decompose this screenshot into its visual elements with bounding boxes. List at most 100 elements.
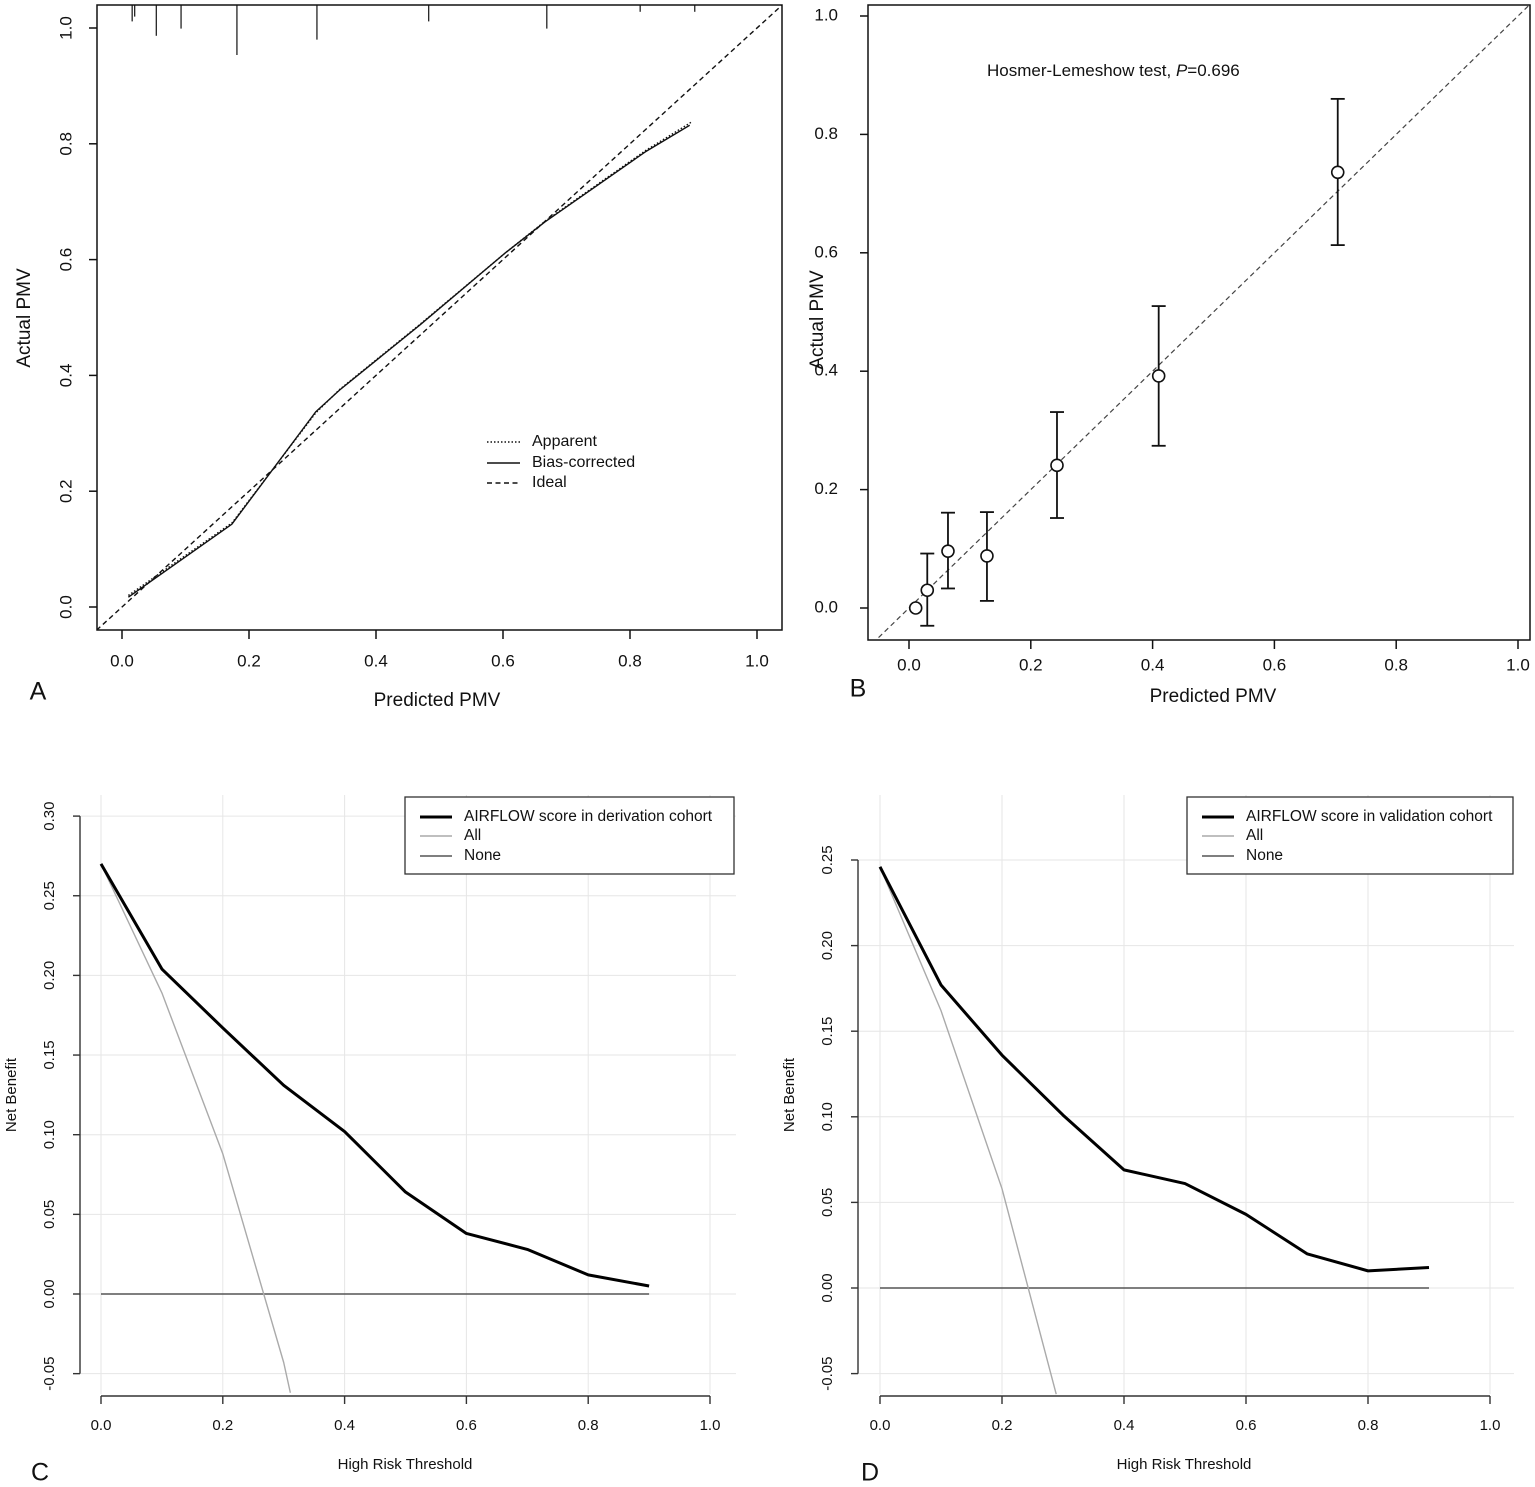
x-tick-label: 0.6 [491,651,515,670]
y-tick-label: 0.15 [41,1040,58,1069]
panel-label: D [861,1459,879,1487]
y-axis-title: Net Benefit [3,1057,20,1132]
y-tick-label: 0.4 [814,361,838,380]
data-point [1050,458,1064,473]
legend-label: Apparent [532,433,597,450]
x-tick-label: 0.0 [897,655,921,674]
x-tick-label: 0.8 [578,1417,599,1434]
x-tick-label: 0.2 [237,651,261,670]
y-tick-label: 0.6 [814,242,838,261]
annotation-p_symbol: P [1176,61,1188,80]
legend-label: AIRFLOW score in derivation cohort [464,808,713,825]
data-point [920,583,935,598]
x-tick-label: 0.2 [1019,655,1043,674]
x-tick-label: 0.8 [1358,1417,1379,1434]
y-tick-label: 0.2 [814,479,838,498]
legend-label: All [464,827,481,844]
y-axis-title: Actual PMV [807,270,828,370]
data-point [908,601,923,615]
legend-box [1186,796,1514,875]
y-tick-label: 0.00 [41,1279,58,1308]
series-line-all [879,866,1057,1395]
x-tick-label: 0.2 [212,1417,233,1434]
x-axis-title: Predicted PMV [1150,686,1277,707]
y-axis-title: Actual PMV [14,268,35,368]
legend-label: Ideal [532,474,567,491]
annotation-prefix: Hosmer-Lemeshow test, [987,61,1176,80]
x-axis-title: High Risk Threshold [338,1456,473,1473]
data-point [1151,369,1166,383]
panel-label: B [850,675,867,703]
y-tick-label: 0.10 [819,1102,836,1131]
legend-label: All [1246,827,1263,844]
x-tick-label: 0.6 [1236,1417,1257,1434]
x-tick-label: 0.0 [870,1417,891,1434]
x-tick-label: 1.0 [700,1417,721,1434]
y-tick-label: 0.05 [41,1200,58,1229]
y-tick-label: 0.30 [41,801,58,830]
x-tick-label: 0.6 [1263,655,1287,674]
y-tick-label: 0.20 [819,931,836,960]
x-tick-label: 0.4 [1114,1417,1135,1434]
plot-area [878,5,1530,639]
ideal-line [878,5,1530,639]
legend-label: None [464,847,501,864]
y-tick-label: 0.2 [56,479,75,503]
y-tick-label: 1.0 [814,5,838,24]
x-tick-label: 0.2 [992,1417,1013,1434]
y-tick-label: -0.05 [41,1357,58,1391]
y-tick-label: 0.4 [56,364,75,388]
x-tick-label: 0.4 [1141,655,1165,674]
y-tick-label: 0.00 [819,1273,836,1302]
x-tick-label: 0.6 [456,1417,477,1434]
series-line-bias-corrected [127,124,691,598]
series-line-airflow [99,863,650,1288]
x-tick-label: 0.0 [91,1417,112,1434]
legend-box [404,796,735,875]
panel-d: -0.05 0.00 0.05 0.10 0.15 0.20 0.25 0.0 0.2 0.4 0.… [781,795,1514,1487]
x-tick-label: 0.8 [1384,655,1408,674]
y-tick-label: 0.8 [814,124,838,143]
x-tick-label: 1.0 [1480,1417,1501,1434]
y-tick-label: 0.20 [41,961,58,990]
x-tick-label: 0.0 [110,651,134,670]
x-tick-label: 0.8 [618,651,642,670]
y-tick-label: 0.25 [819,845,836,874]
plot-area [878,866,1430,1395]
series-line-all [100,863,292,1393]
y-tick-label: 0.10 [41,1120,58,1149]
y-tick-label: 1.0 [56,16,75,40]
x-axis-title: Predicted PMV [374,690,501,711]
panel-label: C [31,1459,49,1487]
panel-b: 0.0 0.2 0.4 0.6 0.8 1.0 0.0 0.2 0.4 0.6 0.8 1.0 Pred… [807,4,1531,707]
data-point [1330,165,1345,180]
plot-frame [867,4,1531,641]
panel-label: A [30,678,47,706]
legend-label: Bias-corrected [532,454,635,471]
y-tick-label: 0.0 [814,597,838,616]
y-tick-label: 0.15 [819,1017,836,1046]
series-line-ideal [97,5,782,630]
series-line-airflow [878,866,1430,1273]
annotation-value: =0.696 [1187,61,1239,80]
plot-frame [96,4,783,631]
x-axis-title: High Risk Threshold [1117,1456,1252,1473]
y-tick-label: 0.8 [56,132,75,156]
x-tick-label: 0.4 [334,1417,355,1434]
x-tick-label: 0.4 [364,651,388,670]
x-tick-label: 1.0 [1506,655,1530,674]
plot-area [99,863,650,1393]
legend-label: None [1246,847,1283,864]
data-point [980,549,994,563]
panel-c: -0.05 0.00 0.05 0.10 0.15 0.20 0.25 0.30 0.0 0.2 0… [3,795,736,1487]
y-tick-label: 0.6 [56,248,75,272]
y-tick-label: 0.05 [819,1188,836,1217]
hosmer-lemeshow-annotation: Hosmer-Lemeshow test, P=0.696 [987,61,1240,80]
y-tick-label: -0.05 [819,1356,836,1390]
y-tick-label: 0.0 [56,595,75,619]
data-point [941,544,955,558]
y-axis-title: Net Benefit [781,1057,798,1132]
x-tick-label: 1.0 [745,651,769,670]
legend-label: AIRFLOW score in validation cohort [1246,808,1493,825]
